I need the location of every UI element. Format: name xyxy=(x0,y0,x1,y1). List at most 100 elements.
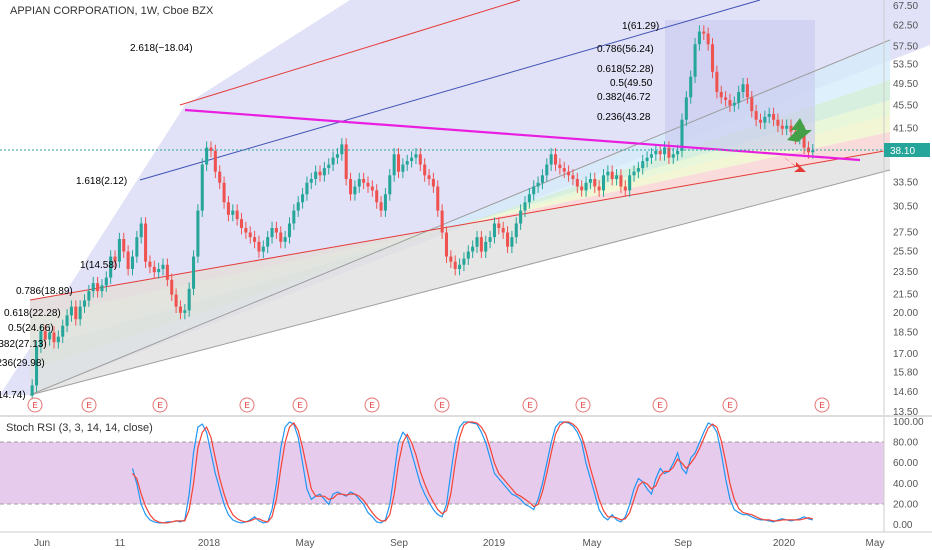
candle-body xyxy=(270,227,274,238)
earnings-marker xyxy=(364,397,380,413)
earnings-marker xyxy=(292,397,308,413)
candle-body xyxy=(239,219,244,228)
fib-top-0382: 0.382(46.72 xyxy=(597,92,651,103)
candle-body xyxy=(231,210,235,215)
price-tick-label: 53.50 xyxy=(893,60,918,71)
candle-body xyxy=(506,232,510,247)
price-tick-label: 41.50 xyxy=(893,124,918,135)
candle-body xyxy=(728,100,732,106)
earnings-marker xyxy=(27,397,43,413)
channel-lines xyxy=(29,0,891,396)
candle-body xyxy=(558,164,562,169)
candle-body xyxy=(301,194,305,203)
candle-body xyxy=(209,147,213,151)
candle-body xyxy=(362,178,366,183)
candle-body xyxy=(562,168,566,172)
candle-body xyxy=(615,175,619,179)
candle-body xyxy=(523,202,527,211)
earnings-marker-label: E xyxy=(245,401,250,410)
earnings-marker xyxy=(239,397,255,413)
price-tick-label: 13.50 xyxy=(893,407,918,418)
rsi-tick-label: 0.00 xyxy=(893,520,913,531)
candle-body xyxy=(322,168,326,176)
candle-body xyxy=(375,190,379,203)
candle-body xyxy=(396,154,401,172)
candle-body xyxy=(379,202,383,211)
candle-body xyxy=(754,111,758,120)
time-tick-label: May xyxy=(296,538,315,549)
price-tick-label: 45.50 xyxy=(893,100,918,111)
earnings-marker-label: E xyxy=(658,401,663,410)
candle-body xyxy=(458,264,462,269)
candle-body xyxy=(619,175,623,187)
candle-body xyxy=(466,251,470,259)
candle-body xyxy=(135,237,139,257)
candle-body xyxy=(527,194,531,203)
candle-body xyxy=(148,261,152,267)
fib-labels: 2.618(−18.04) 1.618(2.12) 1(14.58) 0.786… xyxy=(0,21,659,401)
candle-body xyxy=(802,131,806,148)
fib-top-05: 0.5(49.50 xyxy=(610,78,653,89)
candle-body xyxy=(257,241,261,252)
candle-body xyxy=(501,227,505,233)
price-tick-label: 14.60 xyxy=(893,387,918,398)
candle-body xyxy=(113,256,117,262)
candle-body xyxy=(104,277,108,286)
price-tick-label: 17.00 xyxy=(893,349,918,360)
time-tick-label: 2020 xyxy=(773,538,796,549)
candle-body xyxy=(750,97,754,112)
candle-body xyxy=(423,164,427,176)
candle-body xyxy=(471,246,475,252)
earnings-marker-label: E xyxy=(820,401,825,410)
earnings-marker xyxy=(152,397,168,413)
candle-body xyxy=(772,113,776,120)
candle-body xyxy=(287,223,292,238)
candle-body xyxy=(78,306,82,320)
candle-body xyxy=(811,150,815,153)
earnings-marker xyxy=(522,397,538,413)
candle-body xyxy=(139,223,143,238)
candle-body xyxy=(684,97,688,120)
candle-body xyxy=(588,178,592,183)
candle-body xyxy=(789,125,793,132)
candle-body xyxy=(331,157,335,165)
candle-body xyxy=(274,227,278,233)
fib-label-2618: 2.618(−18.04) xyxy=(130,43,193,54)
earnings-marker xyxy=(434,397,450,413)
candle-body xyxy=(283,237,287,242)
candle-body xyxy=(96,283,100,292)
candle-body xyxy=(645,157,649,162)
time-tick-label: Sep xyxy=(674,538,692,549)
candle-body xyxy=(314,171,318,179)
candle-body xyxy=(514,223,518,238)
price-tick-label: 21.50 xyxy=(893,290,918,301)
candle-body xyxy=(689,76,693,98)
candle-body xyxy=(414,154,418,158)
candle-body xyxy=(654,150,658,155)
candle-body xyxy=(74,306,78,320)
candle-body xyxy=(737,92,741,103)
candle-body xyxy=(349,178,353,195)
candle-body xyxy=(69,306,73,316)
price-tick-label: 57.50 xyxy=(893,41,918,52)
candle-body xyxy=(658,150,662,155)
arrow-up xyxy=(787,118,812,142)
candle-body xyxy=(318,171,322,176)
candle-body xyxy=(567,171,571,176)
candle-body xyxy=(763,116,767,123)
candle-body xyxy=(401,164,405,172)
candle-body xyxy=(440,210,444,233)
fib-line-2618 xyxy=(179,0,521,106)
last-price-badge: 38.10 xyxy=(884,143,930,157)
candle-body xyxy=(758,119,763,123)
candle-body xyxy=(597,186,601,191)
candle-body xyxy=(296,202,300,211)
candle-body xyxy=(43,331,47,340)
candle-body xyxy=(100,285,104,292)
candle-body xyxy=(91,283,95,292)
candle-body xyxy=(479,237,483,252)
candle-body xyxy=(117,239,121,262)
candle-body xyxy=(370,186,374,191)
trendline-resistance[interactable] xyxy=(184,108,861,162)
candle-body xyxy=(292,210,296,224)
